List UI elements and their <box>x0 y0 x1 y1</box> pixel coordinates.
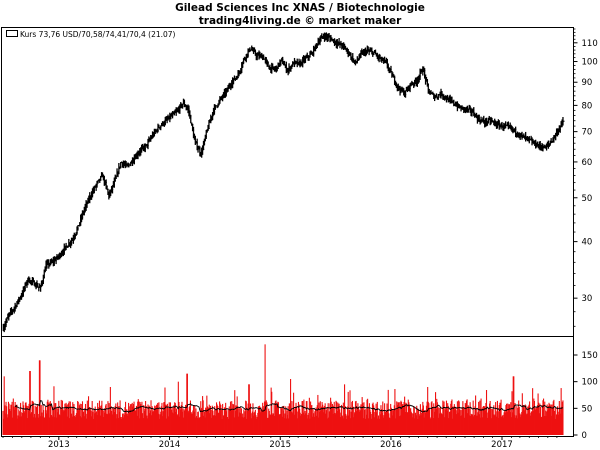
price-tick-label: 70 <box>582 128 593 138</box>
volume-axis: 0 50 100 150 <box>573 339 598 441</box>
price-tick-label: 80 <box>582 101 593 111</box>
legend-label: Kurs 73,76 USD/70,58/74,41/70,4 (21.07) <box>20 30 176 39</box>
ohlc-bar <box>562 117 565 126</box>
time-tick-label: 2016 <box>380 440 402 450</box>
time-tick-label: 2015 <box>269 440 291 450</box>
volume-tick-label: 150 <box>582 351 598 361</box>
volume-bars <box>2 344 564 435</box>
price-tick-label: 90 <box>582 78 593 88</box>
price-tick-label: 30 <box>582 294 593 304</box>
price-tick-label: 110 <box>582 39 598 49</box>
price-axis: 30 40 50 60 70 80 90 100 110 <box>573 27 598 336</box>
time-axis: 2013 2014 2015 2016 2017 <box>2 436 558 450</box>
price-series <box>2 32 565 333</box>
price-tick-label: 60 <box>582 158 593 168</box>
volume-tick-label: 50 <box>582 404 593 414</box>
chart-title: Gilead Sciences Inc XNAS / Biotechnologi… <box>175 2 425 14</box>
volume-tick-label: 0 <box>582 431 587 441</box>
legend: Kurs 73,76 USD/70,58/74,41/70,4 (21.07) <box>6 30 176 39</box>
price-tick-label: 40 <box>582 238 593 248</box>
volume-moving-average <box>14 400 564 413</box>
volume-tick-label: 100 <box>582 378 598 388</box>
chart-subtitle: trading4living.de © market maker <box>199 15 402 27</box>
price-tick-label: 50 <box>582 194 593 204</box>
price-tick-label: 100 <box>582 58 598 68</box>
legend-swatch <box>6 30 18 37</box>
time-tick-label: 2017 <box>491 440 513 450</box>
time-tick-label: 2014 <box>159 440 181 450</box>
time-tick-label: 2013 <box>48 440 70 450</box>
